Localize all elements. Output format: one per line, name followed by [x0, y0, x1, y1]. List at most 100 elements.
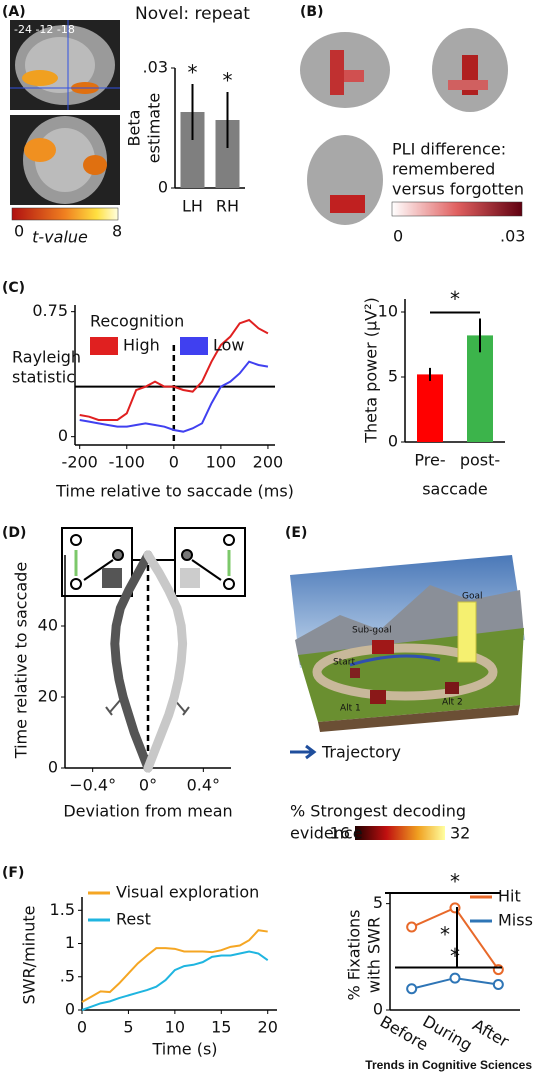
legend-label: Hit — [498, 887, 521, 906]
y-axis-label: statistic — [12, 368, 75, 387]
colorbar-max: 32 — [450, 824, 470, 843]
y-tick-label: .03 — [143, 58, 168, 77]
x-tick-label: 0° — [139, 776, 157, 795]
colorbar-title: % Strongest decoding — [290, 802, 466, 821]
significance: * — [450, 870, 460, 894]
x-tick-label: Pre- — [414, 451, 445, 470]
colorbar-title: versus forgotten — [392, 180, 524, 199]
significance: * — [450, 944, 460, 968]
y-axis-label: Beta — [125, 110, 144, 147]
significance: * — [440, 923, 450, 947]
x-tick-label: -200 — [62, 453, 98, 472]
legend-label: Trajectory — [321, 743, 401, 762]
y-tick-label: 10 — [378, 302, 398, 321]
x-tick-label: 200 — [253, 453, 284, 472]
x-tick-label: After — [469, 1015, 512, 1051]
point — [449, 972, 461, 984]
y-tick-label: 0 — [58, 426, 68, 445]
x-tick-label: 100 — [206, 453, 237, 472]
point — [492, 964, 504, 976]
y-axis-label: Theta power (μV²) — [362, 297, 381, 443]
y-axis-label: with SWR — [365, 917, 384, 993]
panel-label: (A) — [2, 4, 26, 20]
legend-swatch — [180, 337, 208, 355]
y-tick-label: .5 — [60, 966, 75, 985]
bar — [417, 374, 443, 442]
x-tick-label: RH — [216, 197, 239, 216]
legend-label: Visual exploration — [116, 883, 259, 902]
point — [406, 983, 418, 995]
coordinates: -24 -12 -18 — [14, 23, 75, 36]
y-tick-label: 40 — [38, 616, 58, 635]
line — [143, 550, 188, 773]
panel-label: (E) — [285, 525, 307, 541]
colorbar-max: .03 — [500, 227, 525, 246]
line — [81, 929, 268, 1003]
scene-label: Goal — [462, 592, 483, 602]
scene-label: Start — [333, 658, 355, 668]
x-axis-label: Deviation from mean — [63, 802, 232, 821]
y-tick-label: 20 — [38, 687, 58, 706]
panel-a-images — [10, 20, 120, 221]
x-tick-label: 10 — [165, 1018, 185, 1037]
y-tick-label: 1.5 — [50, 900, 75, 919]
panel-d-icons — [61, 527, 246, 716]
colorbar-min: 0 — [393, 227, 403, 246]
scene-label: Alt 1 — [340, 704, 361, 714]
panel-e-scene — [290, 555, 525, 840]
line — [79, 318, 269, 421]
bar — [467, 335, 493, 442]
y-axis-label: SWR/minute — [20, 906, 39, 1005]
y-axis-label: Time relative to saccade — [12, 562, 31, 759]
legend-title: Recognition — [90, 312, 184, 331]
line — [79, 360, 269, 433]
legend-label: High — [123, 336, 160, 355]
x-tick-label: 0 — [169, 453, 179, 472]
significance: * — [223, 69, 233, 93]
footer: Trends in Cognitive Sciences — [365, 1058, 532, 1072]
colorbar-title: evidence — [290, 824, 363, 843]
panel-b-images — [300, 28, 523, 225]
x-axis-label: Time relative to saccade (ms) — [55, 482, 294, 501]
y-axis-label: estimate — [145, 93, 164, 163]
y-tick-label: 0 — [388, 432, 398, 451]
x-tick-label: post- — [460, 451, 500, 470]
line — [81, 950, 269, 1011]
line — [110, 550, 153, 773]
colorbar-title: remembered — [392, 160, 495, 179]
colorbar-min: 0 — [14, 222, 24, 241]
x-tick-label: 5 — [123, 1018, 133, 1037]
y-tick-label: 5 — [373, 893, 383, 912]
chart-title: Novel: repeat — [135, 4, 250, 24]
x-tick-label: 15 — [211, 1018, 231, 1037]
x-axis-label: Time (s) — [151, 1040, 217, 1059]
point — [406, 921, 418, 933]
scene-label: Sub-goal — [352, 626, 392, 636]
point — [449, 902, 461, 914]
x-tick-label: −0.4° — [69, 776, 116, 795]
y-axis-label: Rayleigh — [12, 348, 81, 367]
colorbar-title: PLI difference: — [392, 140, 506, 159]
scene-label: Alt 2 — [442, 698, 463, 708]
legend-label: Rest — [116, 910, 151, 929]
x-tick-label: 20 — [258, 1018, 278, 1037]
legend-label: Miss — [498, 911, 533, 930]
x-tick-label: During — [419, 1011, 475, 1054]
x-tick-label: 0 — [77, 1018, 87, 1037]
legend-swatch — [90, 337, 118, 355]
panel-label: (F) — [2, 865, 24, 881]
legend-label: Low — [213, 336, 245, 355]
y-tick-label: 1 — [65, 933, 75, 952]
panel-label: (B) — [300, 4, 323, 20]
x-axis-label: saccade — [422, 480, 488, 499]
y-tick-label: 5 — [388, 367, 398, 386]
panel-label: (C) — [2, 280, 25, 296]
colorbar-max: 8 — [112, 222, 122, 241]
y-tick-label: 0 — [373, 1000, 383, 1019]
y-tick-label: 0 — [65, 1000, 75, 1019]
y-tick-label: 0 — [158, 178, 168, 197]
significance: * — [188, 61, 198, 85]
y-tick-label: 0.75 — [32, 301, 68, 320]
colorbar-min: 16 — [330, 824, 350, 843]
